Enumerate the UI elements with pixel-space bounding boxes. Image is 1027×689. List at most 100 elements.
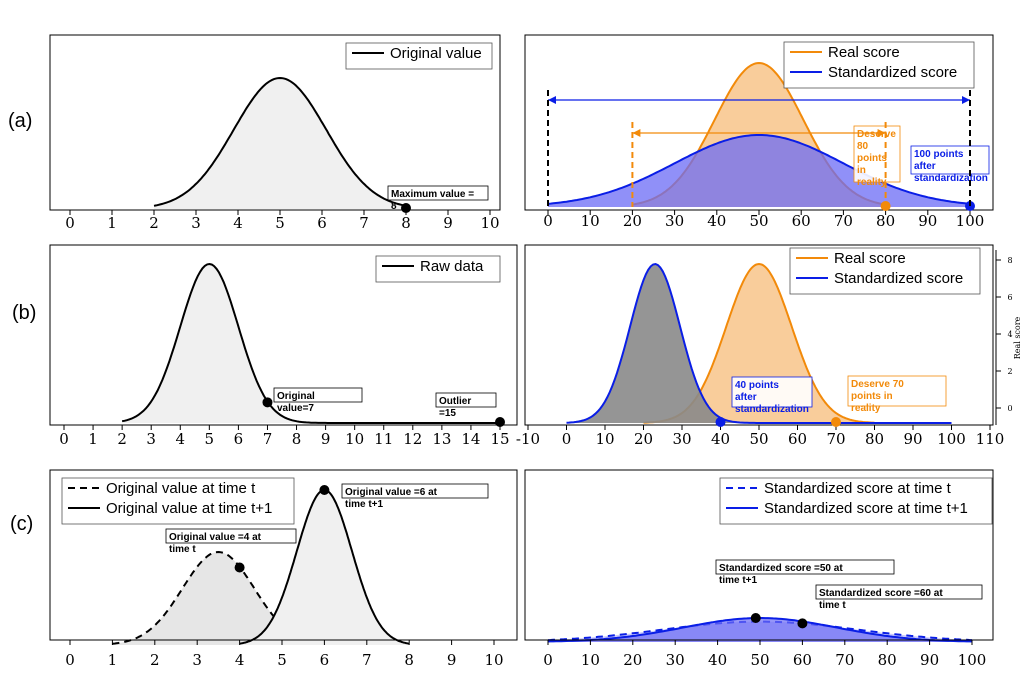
x-tick-label: 4 (233, 214, 243, 232)
series-line (121, 262, 500, 424)
annotation-box (847, 375, 947, 407)
x-tick-label: 3 (191, 214, 201, 232)
x-tick-label: 5 (277, 651, 287, 669)
annotation-label: 100 points after standardization (914, 149, 988, 184)
x-tick-label: 50 (749, 430, 768, 448)
legend-label: Real score (834, 250, 906, 267)
annotation-label: Standardized score =50 at time t+1 (719, 563, 843, 586)
annotation-box (715, 559, 895, 575)
annotation-label: Original value =4 at time t (169, 532, 262, 555)
annotation-line: Deserve (857, 129, 896, 140)
x-tick-label: 0 (543, 651, 553, 669)
annotation-label: Original value =6 at time t+1 (345, 487, 438, 510)
series-area (566, 264, 952, 423)
annotation-line: Original value =6 at (345, 487, 438, 498)
x-tick-label: 40 (708, 651, 727, 669)
annotation-line: reality (857, 177, 887, 188)
x-tick-label: 10 (581, 651, 600, 669)
arrow-head (962, 96, 970, 104)
annotation-label: Standardized score =60 at time t (819, 588, 943, 611)
x-tick-label: 110 (976, 430, 1005, 448)
chart-a-right: 0 10 20 30 40 50 60 70 80 90 100 Real score Standard… (524, 34, 994, 230)
annotation-line: Standardized score =60 at (819, 588, 943, 599)
series-line (153, 76, 407, 207)
annotation-line: Original value =4 at (169, 532, 262, 543)
x-tick-label: 7 (263, 430, 273, 448)
x-tick-label: 70 (835, 651, 854, 669)
x-tick-label: 30 (665, 212, 684, 230)
x-tick-label: 1 (107, 214, 117, 232)
data-point (319, 485, 330, 495)
annotation-line: standardization (914, 173, 988, 184)
x-tick-label: 40 (711, 430, 730, 448)
annotation-line: Original (277, 391, 315, 402)
legend: Raw data (375, 255, 501, 283)
data-point (750, 613, 761, 623)
x-tick-label: 5 (205, 430, 215, 448)
y2-tick-label: 6 (1007, 293, 1012, 302)
legend: Original value at time t Original value a… (61, 477, 295, 525)
x-tick-label: 10 (581, 212, 600, 230)
annotation-line: 80 (857, 141, 869, 152)
annotation-line: Deserve 70 (851, 379, 904, 390)
annotation-line: Standardized score =50 at (719, 563, 843, 574)
series-area (122, 264, 500, 423)
data-point (715, 417, 726, 427)
x-tick-label: 10 (345, 430, 364, 448)
legend: Real score Standardized score (789, 247, 981, 295)
annotation-line: value=7 (277, 403, 314, 414)
legend-label: Original value (390, 45, 482, 62)
panel-label: (a) (8, 110, 32, 132)
x-tick-label: 13 (432, 430, 451, 448)
legend-box (375, 255, 501, 283)
series-area (548, 618, 972, 642)
annotation-box (910, 145, 990, 175)
legend-box (789, 247, 981, 295)
x-tick-label: 2 (117, 430, 127, 448)
annotation-line: 40 points (735, 380, 779, 391)
x-tick-label: 8 (404, 651, 414, 669)
x-tick-label: 0 (65, 651, 75, 669)
x-tick-label: 3 (146, 430, 156, 448)
x-tick-label: 100 (956, 212, 985, 230)
arrow-head (877, 129, 886, 137)
x-tick-label: 60 (788, 430, 807, 448)
annotation-label: Outlier =15 (439, 396, 471, 419)
x-tick-label: 70 (826, 430, 845, 448)
x-tick-label: -10 (516, 430, 540, 448)
annotation-line: Outlier (439, 396, 471, 407)
series-area (154, 78, 406, 209)
chart-c-right: 0 10 20 30 40 50 60 70 80 90 100 Standardized score… (524, 469, 994, 669)
data-point (262, 397, 273, 408)
x-tick-label: 3 (192, 651, 202, 669)
annotation-line: points (857, 153, 887, 164)
series-area (239, 490, 410, 645)
x-tick-label: 10 (595, 430, 614, 448)
annotation-line: points in (851, 391, 893, 402)
x-tick-label: 11 (374, 430, 393, 448)
x-tick-label: 10 (480, 214, 499, 232)
x-tick-label: 30 (666, 651, 685, 669)
x-tick-label: 7 (359, 214, 369, 232)
x-tick-label: 6 (317, 214, 327, 232)
annotation-box (731, 376, 813, 408)
annotation-label: Deserve 80 points in reality (857, 129, 896, 188)
x-tick-label: 1 (88, 430, 98, 448)
panel-label: (b) (12, 302, 36, 324)
x-tick-label: 9 (443, 214, 453, 232)
legend-label: Original value at time t (106, 480, 256, 497)
annotation-line: =15 (439, 408, 456, 419)
arrow-head (632, 129, 641, 137)
legend: Real score Standardized score (783, 41, 975, 89)
x-tick-label: 60 (793, 651, 812, 669)
x-tick-label: 0 (562, 430, 572, 448)
x-tick-label: 20 (634, 430, 653, 448)
data-point (495, 417, 505, 427)
x-tick-label: 14 (461, 430, 480, 448)
annotation-line: Maximum value = (391, 189, 474, 200)
y2-tick-label: 0 (1007, 404, 1012, 413)
x-tick-label: 30 (672, 430, 691, 448)
data-point (831, 417, 841, 427)
annotation-box (341, 483, 489, 499)
legend-label: Original value at time t+1 (106, 500, 272, 517)
